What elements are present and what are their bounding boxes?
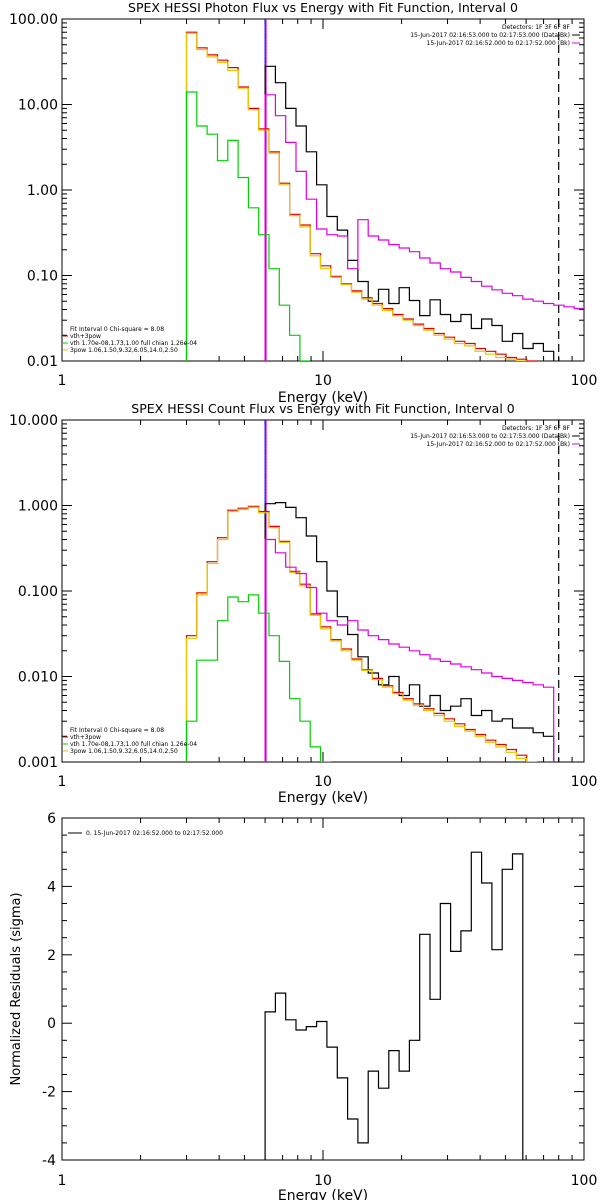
- x-axis-label: Energy (keV): [278, 390, 368, 406]
- legend-entry: vth 1.70e-08,1.73,1.00 full chian 1.26e-…: [70, 340, 197, 347]
- y-tick-label: 1.000: [18, 499, 58, 515]
- plot-frame: [61, 18, 585, 362]
- legend-entry: 3pow 1.06,1.50,9.32,6.05,14.0,2.50: [70, 347, 178, 354]
- chart-panel-3: 1 10 100 Energy (keV) -4 -2 0 2 4 6 Normalized Res…: [9, 811, 597, 1200]
- series-green-histogram: [185, 594, 331, 762]
- plot-frame: [61, 419, 585, 763]
- series-black-histogram: [264, 65, 555, 361]
- y-tick-label: -4: [42, 1153, 56, 1169]
- y-tick-label: 2: [47, 948, 56, 964]
- legend-entry: 0. 15-Jun-2017 02:16:52.000 to 02:17:52.…: [86, 830, 223, 837]
- series-yellow-histogram: [185, 506, 537, 762]
- y-tick-label: 1.00: [27, 183, 58, 199]
- x-tick-label: 1: [58, 1173, 67, 1189]
- x-tick-label: 10: [314, 774, 332, 790]
- y-tick-label: 6: [47, 811, 56, 827]
- legend-entry: Fit Interval 0 Chi-square = 8.08: [70, 326, 164, 333]
- series-red-histogram: [185, 31, 537, 361]
- series-magenta-histogram: [264, 94, 584, 361]
- info-line: 15-Jun-2017 02:16:52.000 to 02:17:52.000…: [427, 40, 570, 47]
- x-tick-label: 10: [314, 373, 332, 389]
- x-axis-label: Energy (keV): [278, 790, 368, 806]
- y-tick-label: 0.10: [27, 269, 58, 285]
- y-tick-label: 100.00: [9, 12, 58, 28]
- plot-area: [264, 851, 524, 1160]
- info-line: 15-Jun-2017 02:16:53.000 to 02:17:53.000…: [410, 433, 570, 440]
- series-green-histogram: [185, 91, 311, 361]
- chart-panel-2: SPEX HESSI Count Flux vs Energy with Fit…: [9, 401, 597, 806]
- info-line: Detectors: 1F 3F 6F 8F: [502, 425, 571, 432]
- series-red-histogram: [185, 505, 537, 762]
- plot-area: [185, 420, 560, 762]
- info-line: 15-Jun-2017 02:16:52.000 to 02:17:52.000…: [427, 441, 570, 448]
- y-tick-label: 0: [47, 1016, 56, 1032]
- info-line: 15-Jun-2017 02:16:53.000 to 02:17:53.000…: [410, 32, 570, 39]
- legend-entry: 3pow 1.06,1.50,9.32,6.05,14.0,2.50: [70, 748, 178, 755]
- chart-title: SPEX HESSI Count Flux vs Energy with Fit…: [131, 401, 514, 416]
- series-magenta-histogram: [264, 538, 555, 762]
- y-tick-label: 0.01: [27, 354, 58, 370]
- y-tick-label: 0.001: [18, 755, 58, 771]
- series-yellow-histogram: [185, 32, 527, 361]
- series-black-histogram: [264, 502, 555, 762]
- legend-entry: Fit Interval 0 Chi-square = 8.08: [70, 727, 164, 734]
- y-tick-label: -2: [42, 1085, 56, 1101]
- x-tick-label: 100: [571, 774, 598, 790]
- legend-entry: vth+3pow: [70, 734, 101, 741]
- x-tick-label: 100: [571, 1173, 598, 1189]
- chart-title: SPEX HESSI Photon Flux vs Energy with Fi…: [128, 0, 518, 15]
- info-line: Detectors: 1F 3F 6F 8F: [502, 24, 571, 31]
- y-tick-label: 10.000: [9, 413, 58, 429]
- y-axis-label: Normalized Residuals (sigma): [9, 892, 24, 1085]
- x-axis-label: Energy (keV): [278, 1188, 368, 1200]
- legend-entry: vth 1.70e-08,1.73,1.00 full chian 1.26e-…: [70, 741, 197, 748]
- y-tick-label: 0.010: [18, 670, 58, 686]
- y-tick-label: 4: [47, 879, 56, 895]
- legend-entry: vth+3pow: [70, 333, 101, 340]
- series-black-histogram: [264, 851, 524, 1160]
- y-tick-label: 10.00: [18, 98, 58, 114]
- x-tick-label: 1: [58, 373, 67, 389]
- chart-panel-1: SPEX HESSI Photon Flux vs Energy with Fi…: [9, 0, 598, 406]
- plot-area: [185, 19, 584, 361]
- x-tick-label: 100: [571, 373, 598, 389]
- x-tick-label: 10: [314, 1173, 332, 1189]
- y-tick-label: 0.100: [18, 584, 58, 600]
- x-tick-label: 1: [58, 774, 67, 790]
